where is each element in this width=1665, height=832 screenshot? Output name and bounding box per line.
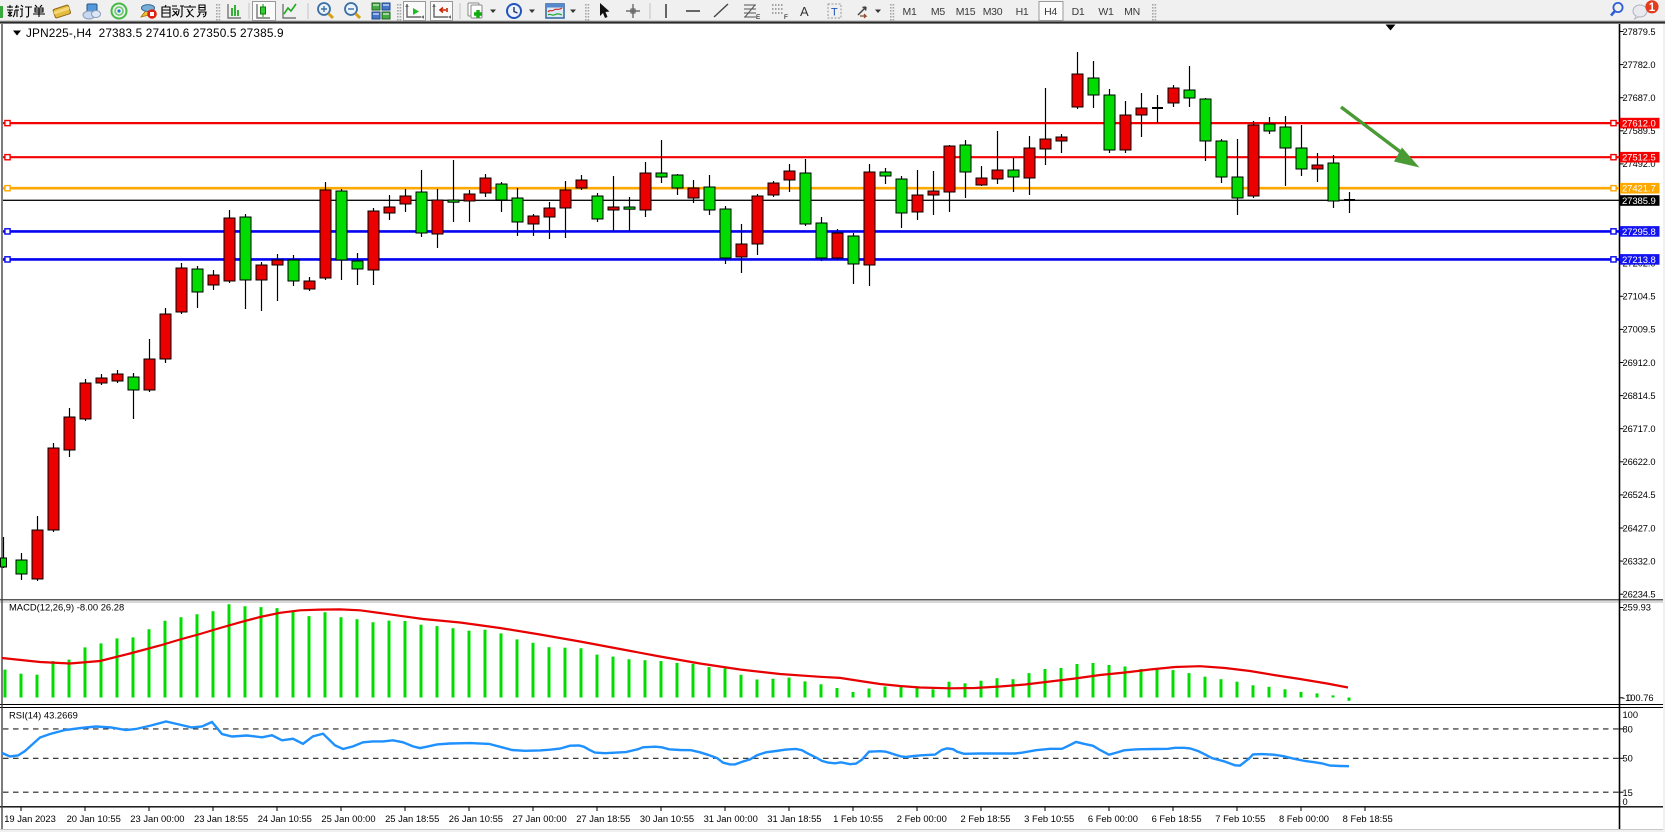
svg-text:6 Feb 18:55: 6 Feb 18:55 (1152, 813, 1202, 824)
svg-text:259.93: 259.93 (1623, 602, 1651, 612)
svg-text:24 Jan 10:55: 24 Jan 10:55 (258, 813, 312, 824)
svg-text:M1: M1 (903, 6, 917, 18)
svg-text:31 Jan 00:00: 31 Jan 00:00 (704, 813, 758, 824)
svg-text:M30: M30 (983, 6, 1003, 18)
svg-text:8 Feb 18:55: 8 Feb 18:55 (1343, 813, 1393, 824)
svg-text:26524.5: 26524.5 (1623, 490, 1656, 500)
svg-text:T: T (831, 7, 838, 19)
svg-text:26717.0: 26717.0 (1623, 424, 1656, 434)
svg-text:26622.0: 26622.0 (1623, 457, 1656, 467)
svg-text:80: 80 (1623, 724, 1633, 734)
svg-text:2 Feb 18:55: 2 Feb 18:55 (960, 813, 1010, 824)
svg-text:27782.0: 27782.0 (1623, 60, 1656, 70)
svg-text:23 Jan 18:55: 23 Jan 18:55 (194, 813, 248, 824)
svg-text:27512.5: 27512.5 (1622, 153, 1656, 164)
svg-text:26814.5: 26814.5 (1623, 391, 1656, 401)
svg-text:W1: W1 (1098, 6, 1114, 18)
svg-text:H4: H4 (1044, 6, 1057, 18)
svg-text:27687.0: 27687.0 (1623, 93, 1656, 103)
svg-text:1: 1 (1649, 2, 1656, 14)
svg-text:JPN225-,H4 27383.5 27410.6 27: JPN225-,H4 27383.5 27410.6 27350.5 27385… (26, 26, 284, 40)
svg-text:23 Jan 00:00: 23 Jan 00:00 (130, 813, 184, 824)
svg-text:MN: MN (1124, 6, 1140, 18)
svg-text:100: 100 (1623, 710, 1639, 720)
svg-text:30 Jan 10:55: 30 Jan 10:55 (640, 813, 694, 824)
svg-text:26234.5: 26234.5 (1623, 590, 1656, 600)
svg-text:27612.0: 27612.0 (1622, 119, 1656, 130)
svg-text:M15: M15 (956, 6, 976, 18)
svg-text:3 Feb 10:55: 3 Feb 10:55 (1024, 813, 1074, 824)
svg-text:F: F (784, 14, 788, 21)
svg-text:27492.0: 27492.0 (1623, 159, 1656, 169)
svg-text:2 Feb 00:00: 2 Feb 00:00 (897, 813, 947, 824)
svg-text:8 Feb 00:00: 8 Feb 00:00 (1279, 813, 1329, 824)
svg-text:27295.8: 27295.8 (1622, 227, 1656, 238)
svg-text:20 Jan 10:55: 20 Jan 10:55 (67, 813, 121, 824)
svg-text:26427.0: 26427.0 (1623, 523, 1656, 533)
svg-text:D1: D1 (1072, 6, 1085, 18)
svg-text:27589.5: 27589.5 (1623, 126, 1656, 136)
svg-text:26332.0: 26332.0 (1623, 556, 1656, 566)
svg-text:H1: H1 (1016, 6, 1029, 18)
svg-text:15: 15 (1623, 788, 1633, 798)
svg-text:E: E (756, 14, 761, 21)
svg-text:M5: M5 (931, 6, 945, 18)
svg-text:26 Jan 10:55: 26 Jan 10:55 (449, 813, 503, 824)
svg-text:25 Jan 00:00: 25 Jan 00:00 (321, 813, 375, 824)
svg-text:0: 0 (1623, 797, 1628, 807)
svg-text:27009.5: 27009.5 (1623, 325, 1656, 335)
svg-text:31 Jan 18:55: 31 Jan 18:55 (767, 813, 821, 824)
svg-text:1 Feb 10:55: 1 Feb 10:55 (833, 813, 883, 824)
svg-text:26912.0: 26912.0 (1623, 358, 1656, 368)
svg-text:27879.5: 27879.5 (1623, 27, 1656, 37)
svg-text:27213.8: 27213.8 (1622, 255, 1656, 266)
svg-text:RSI(14) 43.2669: RSI(14) 43.2669 (9, 710, 78, 721)
svg-text:27385.9: 27385.9 (1622, 196, 1656, 207)
svg-text:50: 50 (1623, 754, 1633, 764)
svg-text:25 Jan 18:55: 25 Jan 18:55 (385, 813, 439, 824)
svg-text:27 Jan 00:00: 27 Jan 00:00 (512, 813, 566, 824)
svg-text:0: 0 (1627, 693, 1632, 703)
svg-text:MACD(12,26,9) -8.00 26.28: MACD(12,26,9) -8.00 26.28 (9, 602, 124, 613)
svg-text:A: A (800, 4, 809, 19)
svg-text:27421.7: 27421.7 (1622, 184, 1656, 195)
svg-text:27 Jan 18:55: 27 Jan 18:55 (576, 813, 630, 824)
svg-text:-100.76: -100.76 (1622, 693, 1654, 703)
svg-text:7 Feb 10:55: 7 Feb 10:55 (1215, 813, 1265, 824)
svg-text:27104.5: 27104.5 (1623, 292, 1656, 302)
svg-text:19 Jan 2023: 19 Jan 2023 (4, 813, 56, 824)
svg-text:6 Feb 00:00: 6 Feb 00:00 (1088, 813, 1138, 824)
